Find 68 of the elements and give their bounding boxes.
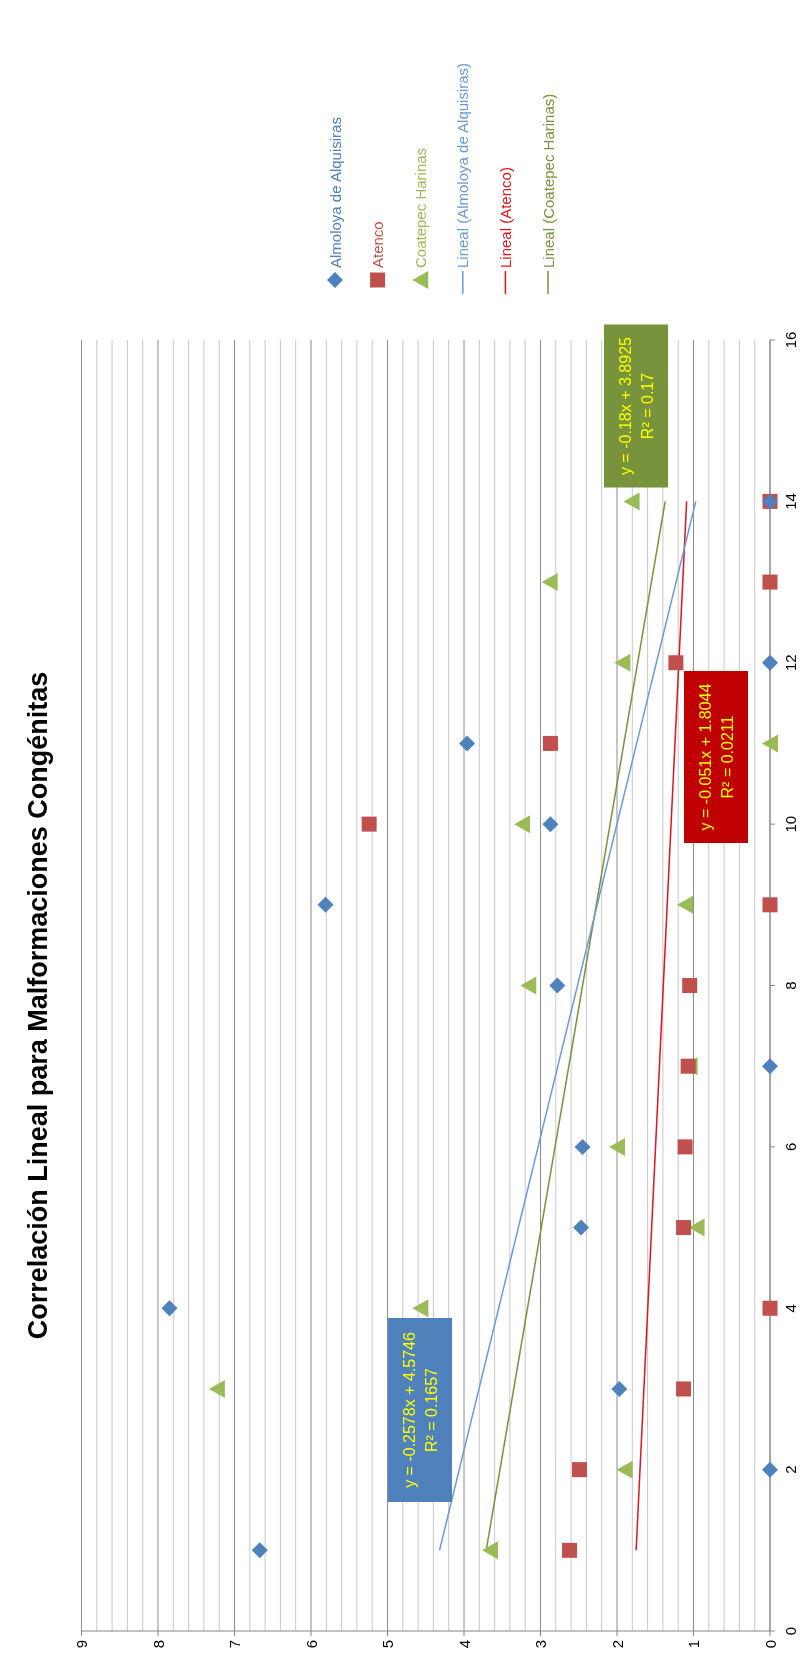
point	[682, 978, 698, 993]
point	[542, 735, 558, 751]
point	[161, 1300, 178, 1317]
point	[562, 1542, 578, 1558]
point	[614, 653, 631, 672]
point	[208, 1379, 225, 1398]
point	[762, 654, 778, 671]
point	[574, 1138, 591, 1155]
point	[549, 977, 566, 994]
text: Coatepec Harinas	[411, 147, 429, 268]
point	[623, 492, 640, 511]
point	[676, 1220, 692, 1236]
text: Lineal (Coatepec Harinas)	[539, 93, 557, 268]
x-tick-label: 3	[532, 1640, 549, 1649]
point	[317, 896, 334, 913]
point	[573, 1219, 590, 1236]
y-tick-label: 4	[781, 1304, 799, 1313]
y-tick-label: 8	[781, 981, 799, 990]
point	[762, 1300, 778, 1316]
point	[482, 1541, 499, 1560]
text: Lineal (Atenco)	[496, 167, 514, 268]
point	[762, 1058, 778, 1075]
text: Almoloya de Alquisiras	[326, 117, 344, 268]
x-tick-label: 5	[379, 1640, 396, 1649]
point	[542, 816, 559, 833]
annotation: R² = 0.1657	[422, 1367, 440, 1453]
point	[361, 816, 377, 832]
text: Atenco	[369, 221, 387, 268]
point	[514, 815, 531, 834]
point	[762, 734, 778, 753]
x-tick-label: 2	[608, 1640, 626, 1649]
y-tick-label: 14	[781, 493, 799, 510]
text: Lineal (Almoloya de Alquisiras)	[454, 62, 472, 268]
x-tick-label: 8	[149, 1640, 167, 1649]
point	[762, 574, 778, 590]
point	[251, 1542, 268, 1559]
x-tick-label: 7	[226, 1640, 243, 1649]
point	[677, 1139, 693, 1155]
y-tick-label: 12	[781, 654, 799, 672]
point	[611, 1380, 628, 1397]
point	[762, 1461, 778, 1478]
point	[572, 1462, 588, 1478]
y-tick-label: 10	[781, 815, 799, 833]
point	[520, 976, 537, 995]
point	[677, 895, 694, 914]
x-tick-label: 4	[455, 1640, 473, 1649]
annotation: R² = 0.17	[638, 372, 656, 440]
y-tick-label: 0	[781, 1626, 799, 1636]
point	[459, 735, 476, 752]
x-tick-label: 6	[302, 1640, 320, 1649]
annotation: y = -0.051x + 1.8044	[696, 683, 714, 831]
point	[541, 573, 558, 592]
annotation: y = -0.18x + 3.8925	[616, 336, 634, 475]
text: Correlación Lineal para Malformaciones Congénitas	[23, 671, 53, 1340]
point	[676, 1381, 692, 1397]
point	[668, 655, 684, 671]
annotation: y = -0.2578x + 4.5746	[400, 1332, 418, 1488]
x-tick-label: 0	[761, 1640, 779, 1649]
x-tick-label: 1	[685, 1640, 702, 1649]
point	[609, 1137, 625, 1156]
x-tick-label: 9	[73, 1640, 90, 1649]
y-tick-label: 6	[781, 1142, 799, 1152]
point	[616, 1460, 633, 1479]
annotation: R² = 0.0211	[718, 715, 736, 799]
y-tick-label: 16	[781, 331, 799, 349]
point	[412, 1299, 429, 1318]
y-tick-label: 2	[781, 1465, 799, 1474]
point	[762, 897, 778, 913]
